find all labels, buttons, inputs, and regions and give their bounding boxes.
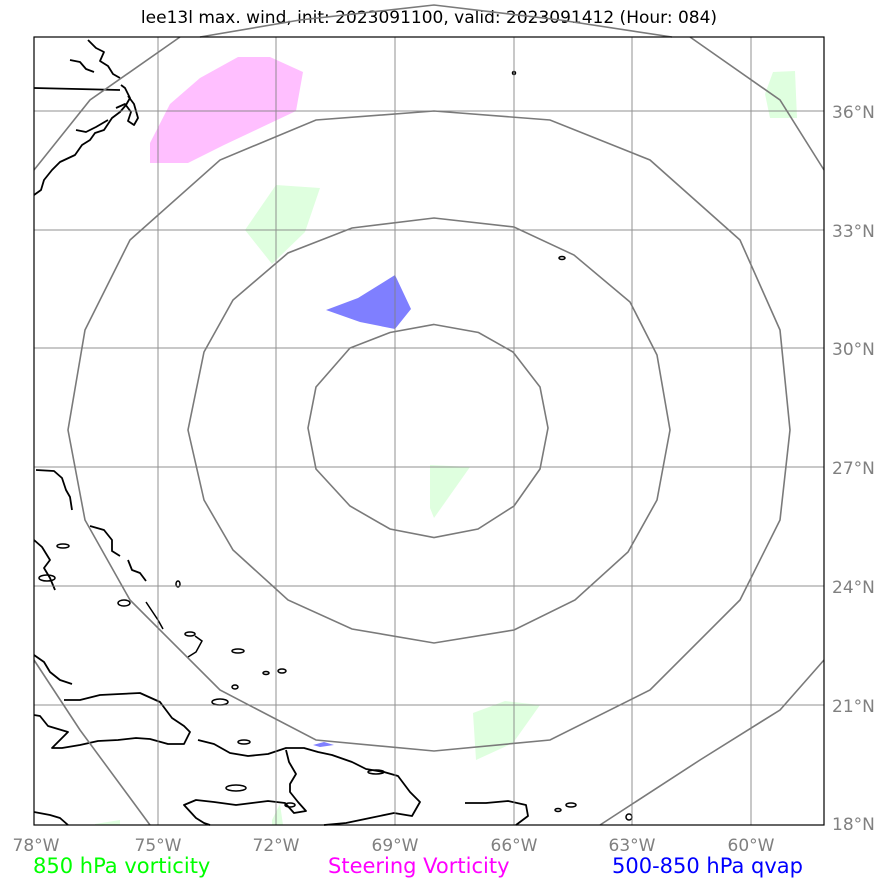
x-tick-label: 69°W <box>372 836 419 856</box>
gridlines <box>34 37 824 825</box>
x-tick-label: 60°W <box>728 836 775 856</box>
legend-850-vorticity: 850 hPa vorticity <box>33 854 211 878</box>
range-rings <box>33 4 825 826</box>
steering-vorticity-field <box>150 57 303 163</box>
y-tick-label: 27°N <box>832 459 875 479</box>
x-tick-label: 66°W <box>491 836 538 856</box>
x-tick-label: 75°W <box>135 836 182 856</box>
x-tick-label: 78°W <box>13 836 60 856</box>
y-tick-label: 36°N <box>832 103 875 123</box>
legend-steering-vorticity: Steering Vorticity <box>328 854 510 878</box>
vorticity-850-field <box>95 71 797 825</box>
map-background <box>34 37 824 825</box>
map-frame <box>33 36 825 826</box>
y-axis-labels: 36°N 33°N 30°N 27°N 24°N 21°N 18°N <box>832 103 875 835</box>
x-axis-labels: 78°W 75°W 72°W 69°W 66°W 63°W 60°W <box>13 836 775 856</box>
coastlines <box>33 39 529 826</box>
y-tick-label: 24°N <box>832 578 875 598</box>
qvap-field <box>313 275 411 747</box>
y-tick-label: 21°N <box>832 697 875 717</box>
legend-qvap: 500-850 hPa qvap <box>612 854 803 878</box>
islands <box>38 70 633 821</box>
y-tick-label: 30°N <box>832 340 875 360</box>
y-tick-label: 18°N <box>832 815 875 835</box>
x-tick-label: 63°W <box>609 836 656 856</box>
x-tick-label: 72°W <box>253 836 300 856</box>
y-tick-label: 33°N <box>832 222 875 242</box>
